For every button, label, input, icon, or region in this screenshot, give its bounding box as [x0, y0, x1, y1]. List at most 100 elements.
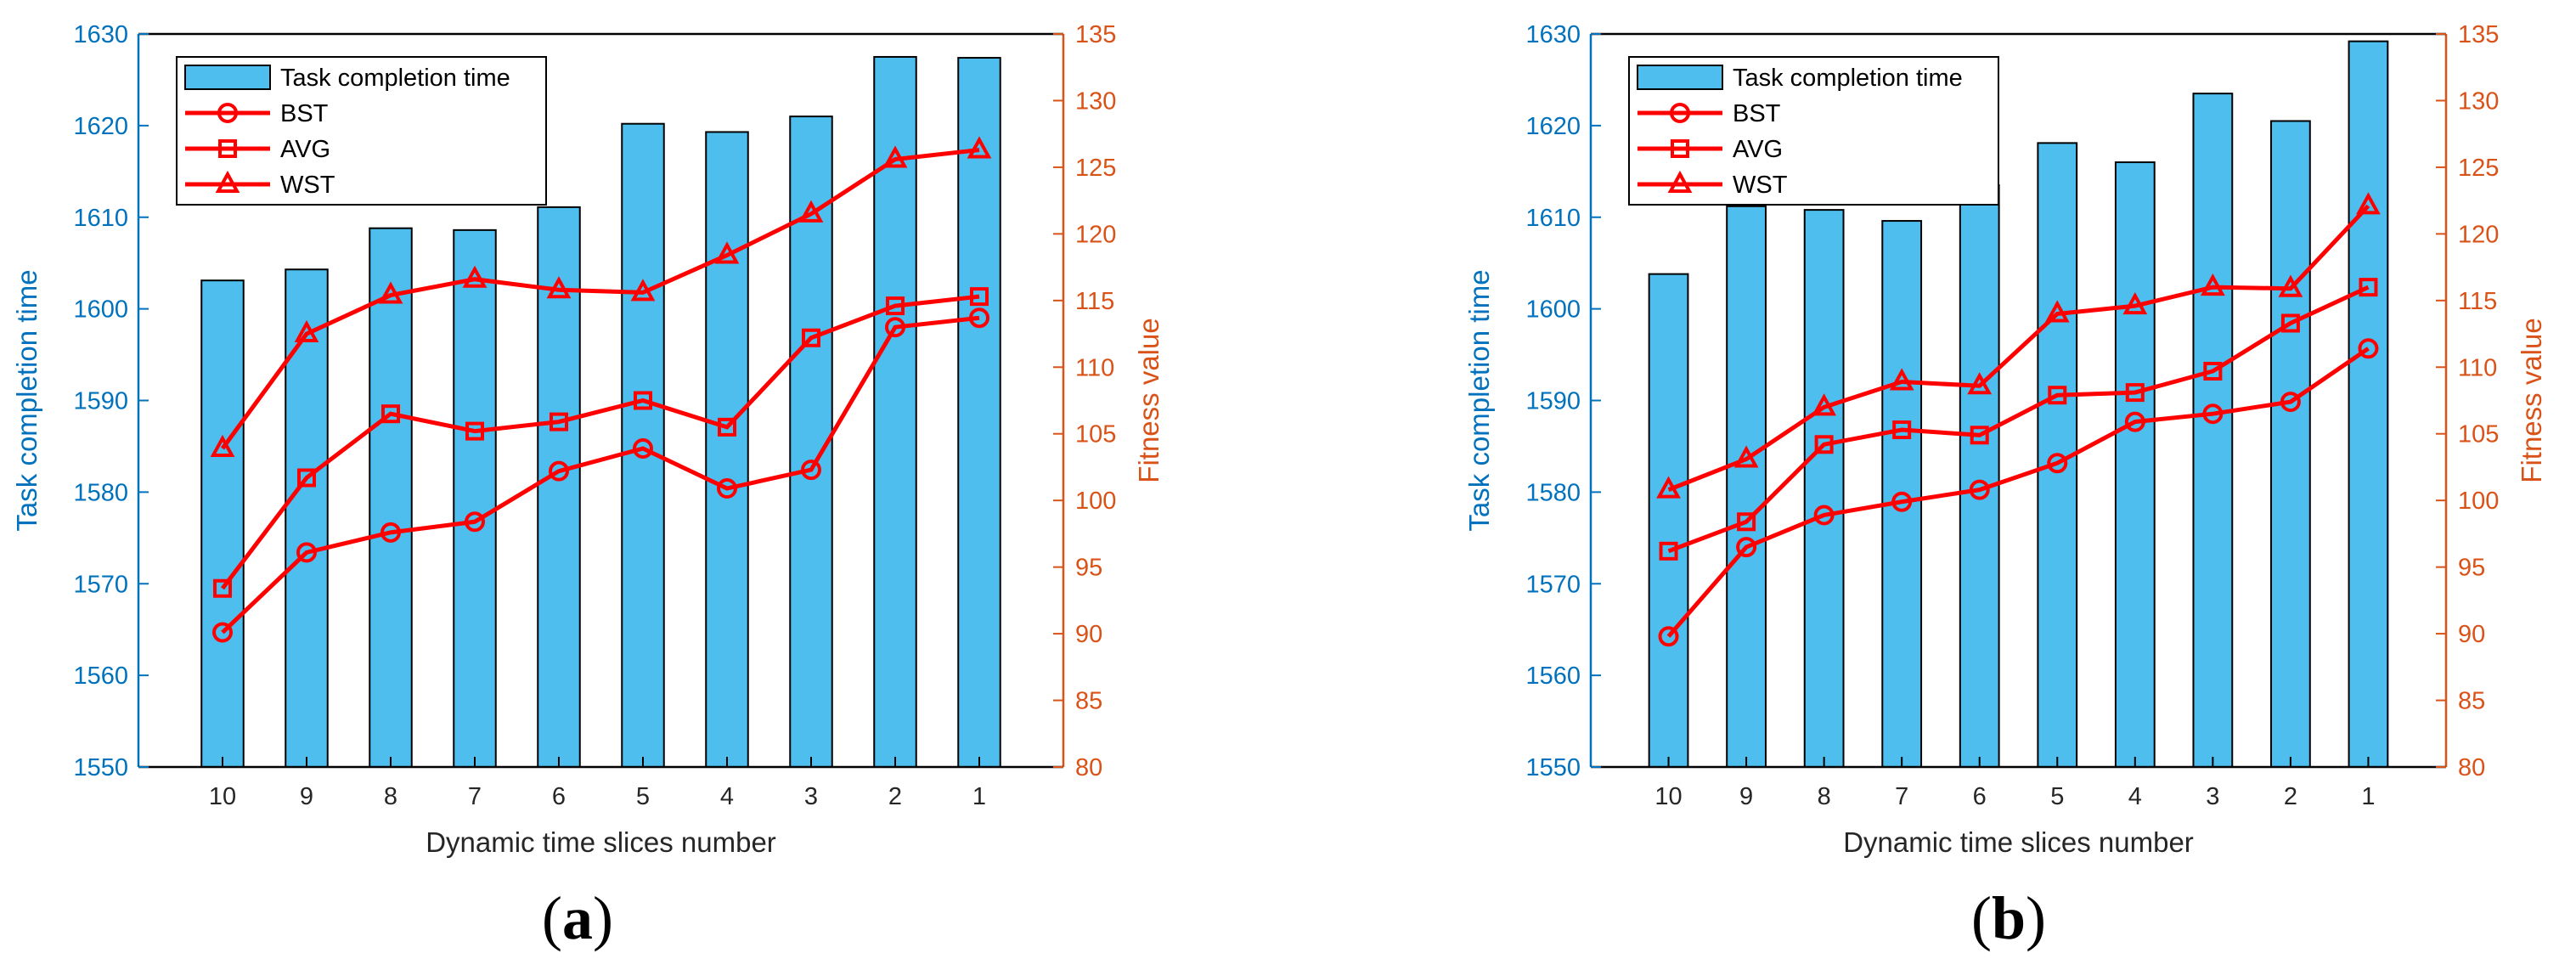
avg-point-1 — [970, 287, 989, 307]
x-tick-label: 6 — [1973, 783, 1987, 810]
legend-marker-circle — [1670, 103, 1690, 123]
avg-point-7 — [465, 421, 484, 441]
sub-caption: (a) — [542, 884, 613, 952]
x-tick-label: 5 — [636, 783, 650, 810]
avg-point-6 — [550, 412, 568, 431]
avg-point-2 — [2280, 313, 2300, 333]
x-tick-label: 6 — [552, 783, 566, 810]
y-right-tick-label: 105 — [2458, 421, 2499, 448]
avg-point-5 — [2048, 386, 2067, 405]
bst-point-2 — [2280, 392, 2301, 413]
x-tick-label: 3 — [804, 783, 818, 810]
wst-point-3 — [798, 200, 824, 223]
series-line-wst — [220, 148, 980, 450]
bar-2 — [2270, 120, 2311, 768]
x-tick-label: 7 — [468, 783, 482, 810]
series-line-avg — [221, 294, 980, 590]
y-right-tick-label: 105 — [1075, 421, 1116, 448]
sub-caption-letter: a — [562, 884, 593, 952]
y-right-tick-label: 130 — [1075, 87, 1116, 115]
bar-7 — [453, 228, 497, 769]
y-right-tick-label: 95 — [1075, 555, 1102, 582]
avg-point-6 — [1970, 426, 1989, 445]
y-right-tick-label: 85 — [2458, 688, 2485, 715]
y-right-tick-label: 85 — [1075, 688, 1102, 715]
series-line-wst — [1667, 204, 2370, 492]
x-axis-title: Dynamic time slices number — [426, 826, 776, 858]
wst-point-5 — [630, 279, 656, 302]
legend-swatch-bar — [184, 65, 271, 90]
legend: Task completion time BST AVG WST — [176, 56, 547, 206]
x-tick-label: 10 — [209, 783, 236, 810]
bst-point-7 — [1891, 491, 1913, 512]
avg-point-10 — [1659, 541, 1678, 561]
avg-point-8 — [1814, 435, 1834, 454]
bst-point-7 — [465, 511, 485, 533]
bst-point-1 — [2358, 338, 2379, 359]
y-left-tick-label: 1570 — [1525, 571, 1581, 598]
y-left-tick-label: 1580 — [1525, 479, 1581, 506]
chart-panel-b: 1550156015701580159016001610162016308085… — [1463, 21, 2547, 952]
avg-point-9 — [1737, 512, 1756, 532]
wst-point-1 — [2356, 192, 2381, 215]
y-right-tick-label: 100 — [1075, 488, 1116, 515]
y-right-tick-label: 135 — [2458, 21, 2499, 48]
y-left-tick-label: 1580 — [73, 479, 128, 506]
wst-point-9 — [1733, 445, 1759, 468]
bst-point-9 — [296, 542, 317, 563]
legend-label: Task completion time — [1733, 65, 1963, 92]
x-tick-label: 7 — [1895, 783, 1908, 810]
y-left-tick-label: 1560 — [73, 663, 128, 690]
bst-point-10 — [1658, 626, 1679, 647]
y-left-tick-label: 1620 — [73, 113, 128, 140]
avg-point-3 — [2203, 361, 2223, 381]
wst-point-5 — [2044, 300, 2070, 323]
wst-point-2 — [882, 145, 908, 168]
legend-label: WST — [1733, 172, 1788, 199]
legend-label: Task completion time — [280, 65, 510, 92]
x-tick-label: 8 — [1818, 783, 1831, 810]
y-axis-right-title: Fitness value — [2516, 318, 2547, 482]
x-tick-label: 2 — [2284, 783, 2297, 810]
y-axis-left-title: Task completion time — [11, 269, 42, 531]
wst-point-10 — [1656, 476, 1681, 499]
bst-point-6 — [549, 460, 569, 482]
y-right-tick-label: 90 — [2458, 621, 2485, 648]
avg-point-3 — [802, 328, 820, 347]
x-tick-label: 8 — [384, 783, 397, 810]
bst-point-6 — [1969, 479, 1990, 500]
legend-marker-circle — [217, 103, 238, 123]
bar-1 — [957, 57, 1001, 769]
y-right-tick-label: 80 — [1075, 754, 1102, 781]
wst-point-7 — [1889, 368, 1914, 391]
bar-10 — [1648, 273, 1689, 768]
y-left-tick-label: 1550 — [1525, 754, 1581, 781]
legend-marker-square — [1671, 139, 1689, 158]
wst-point-9 — [294, 319, 319, 343]
avg-point-8 — [381, 404, 400, 424]
wst-point-4 — [714, 241, 740, 264]
y-left-tick-label: 1550 — [73, 754, 128, 781]
y-right-tick-label: 80 — [2458, 754, 2485, 781]
y-right-tick-label: 100 — [2458, 488, 2499, 515]
y-right-tick-label: 125 — [1075, 155, 1116, 182]
bar-3 — [2192, 93, 2234, 768]
legend-label: AVG — [280, 136, 330, 163]
series-line-bst — [1666, 347, 2370, 638]
bar-9 — [1726, 205, 1767, 768]
y-left-tick-label: 1610 — [1525, 205, 1581, 232]
wst-point-8 — [378, 281, 403, 304]
y-right-tick-label: 125 — [2458, 155, 2499, 182]
y-left-tick-label: 1600 — [1525, 296, 1581, 324]
bar-5 — [621, 122, 665, 768]
legend-label: AVG — [1733, 136, 1783, 163]
y-left-tick-label: 1630 — [1525, 21, 1581, 48]
wst-point-7 — [462, 265, 488, 288]
x-tick-label: 3 — [2206, 783, 2219, 810]
bst-point-8 — [380, 522, 401, 543]
y-left-tick-label: 1590 — [73, 388, 128, 415]
bst-point-5 — [633, 437, 653, 459]
y-right-tick-label: 115 — [2458, 288, 2497, 315]
bst-point-2 — [885, 317, 905, 338]
